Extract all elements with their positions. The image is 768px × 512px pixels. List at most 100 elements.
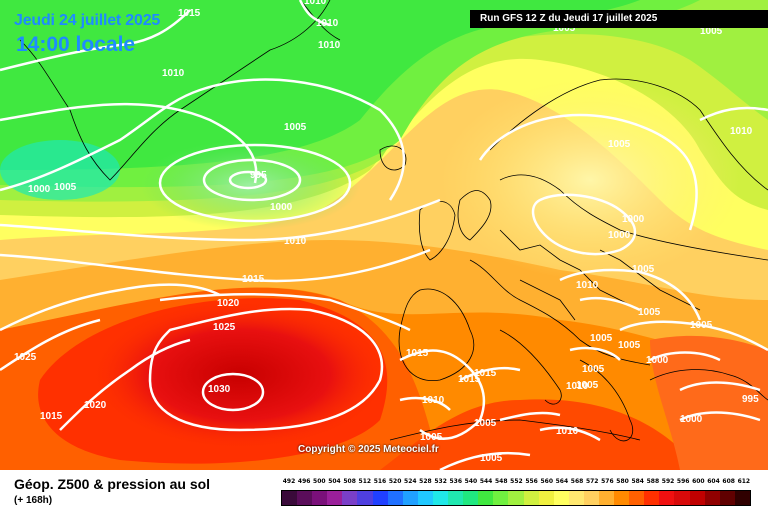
isobar-label: 1015: [458, 374, 481, 385]
scale-label: 504: [328, 478, 341, 485]
scale-label: 508: [343, 478, 356, 485]
scale-label: 496: [297, 478, 311, 485]
scale-swatch: [342, 491, 358, 505]
scale-label: 516: [373, 478, 387, 485]
forecast-lead-time: (+ 168h): [14, 495, 53, 506]
isobar-label: 1015: [40, 411, 63, 422]
scale-label: 548: [494, 478, 508, 485]
isobar-label: 1015: [242, 274, 265, 285]
isobar-label: 1005: [618, 340, 641, 351]
isobar-label: 1005: [284, 122, 307, 133]
isobar-label: 1010: [422, 395, 445, 406]
scale-swatch: [538, 491, 554, 505]
isobar-label: 1000: [28, 184, 51, 195]
isobar-label: 1005: [608, 139, 631, 150]
scale-label: 544: [479, 478, 493, 485]
isobar-label: 1000: [622, 214, 645, 225]
scale-swatch: [448, 491, 464, 505]
scale-label: 520: [388, 478, 402, 485]
isobars: [0, 0, 768, 470]
isobar-label: 1010: [304, 0, 327, 7]
isobar-label: 1020: [217, 298, 240, 309]
isobar-labels: 1015 1010 1010 1010 1010 1005 1000 1005 …: [14, 0, 759, 464]
scale-swatch: [629, 491, 645, 505]
scale-swatch: [432, 491, 449, 505]
scale-swatch: [493, 491, 509, 505]
scale-swatch: [598, 491, 615, 505]
scale-label: 580: [616, 478, 629, 485]
isobar-label: 1005: [474, 418, 497, 429]
isobar-label: 1010: [576, 280, 599, 291]
isobar-label: 1000: [608, 230, 631, 241]
isobar-label: 1005: [553, 23, 576, 34]
isobar-label: 1005: [700, 26, 723, 37]
run-info-banner: Run GFS 12 Z du Jeudi 17 juillet 2025: [470, 10, 768, 28]
scale-swatch: [357, 491, 373, 505]
scale-label: 524: [404, 478, 417, 485]
scale-label: 556: [525, 478, 538, 485]
scale-swatch: [508, 491, 524, 505]
isobar-label: 1010: [284, 236, 307, 247]
scale-label: 560: [540, 478, 553, 485]
scale-swatch: [583, 491, 599, 505]
map-title: Géop. Z500 & pression au sol: [14, 476, 211, 492]
isobar-label: 1025: [14, 352, 37, 363]
isobar-label: 1015: [474, 368, 497, 379]
scale-swatch: [659, 491, 675, 505]
scale-label: 536: [449, 478, 463, 485]
scale-label: 532: [434, 478, 447, 485]
scale-label: 600: [692, 478, 705, 485]
forecast-time-title: 14:00 locale: [16, 33, 136, 56]
scale-swatch: [689, 491, 705, 505]
scale-swatch: [568, 491, 584, 505]
scale-label: 564: [555, 478, 569, 485]
scale-label: 604: [707, 478, 720, 485]
isobar-label: 1010: [566, 381, 589, 392]
scale-swatch: [674, 491, 690, 505]
isobar-label: 1005: [480, 453, 503, 464]
isobar-label: 1010: [162, 68, 185, 79]
isobar-label: 1005: [582, 364, 605, 375]
scale-label: 500: [313, 478, 326, 485]
scale-swatch: [523, 491, 539, 505]
copyright-notice: Copyright © 2025 Meteociel.fr: [298, 444, 439, 455]
isobar-label: 1005: [54, 182, 77, 193]
scale-swatch: [704, 491, 720, 505]
scale-swatch: [402, 491, 418, 505]
scale-label: 552: [510, 478, 523, 485]
isobar-label: 1010: [730, 126, 753, 137]
isobar-label: 1005: [576, 380, 599, 391]
isobar-label: 1010: [316, 18, 339, 29]
isobar-label: 1015: [178, 8, 201, 19]
scale-swatch: [553, 491, 569, 505]
scale-label: 492: [282, 478, 296, 485]
scale-swatch: [644, 491, 660, 505]
scale-label: 568: [570, 478, 584, 485]
scale-label: 592: [661, 478, 675, 485]
scale-swatch: [387, 491, 403, 505]
isobar-label: 1005: [632, 264, 655, 275]
scale-swatch: [734, 491, 750, 505]
scale-label: 572: [585, 478, 599, 485]
scale-label: 608: [722, 478, 735, 485]
isobar-label: 1020: [84, 400, 107, 411]
scale-label: 584: [631, 478, 644, 485]
isobar-label: 1005: [690, 320, 713, 331]
isobar-label: 995: [742, 394, 759, 405]
scale-swatch: [614, 491, 630, 505]
isobar-label: 995: [250, 170, 267, 181]
legend-footer: Géop. Z500 & pression au sol (+ 168h) 49…: [0, 470, 768, 512]
scale-swatch: [312, 491, 328, 505]
isobar-label: 1000: [680, 414, 703, 425]
isobar-label: 1005: [590, 333, 613, 344]
scale-swatch: [417, 491, 433, 505]
scale-swatch: [478, 491, 494, 505]
scale-swatch: [282, 491, 298, 505]
scale-label: 596: [676, 478, 690, 485]
isobar-label: 1030: [208, 384, 231, 395]
scale-swatch: [297, 491, 313, 505]
color-scale: 492 496 500 504 508 512 516 520 524 528 532 536 540 5…: [281, 478, 751, 508]
scale-label: 512: [358, 478, 372, 485]
weather-map: 1015 1010 1010 1010 1010 1005 1000 1005 …: [0, 0, 768, 470]
color-scale-labels: 492 496 500 504 508 512 516 520 524 528 532 536 540 5…: [281, 478, 751, 488]
